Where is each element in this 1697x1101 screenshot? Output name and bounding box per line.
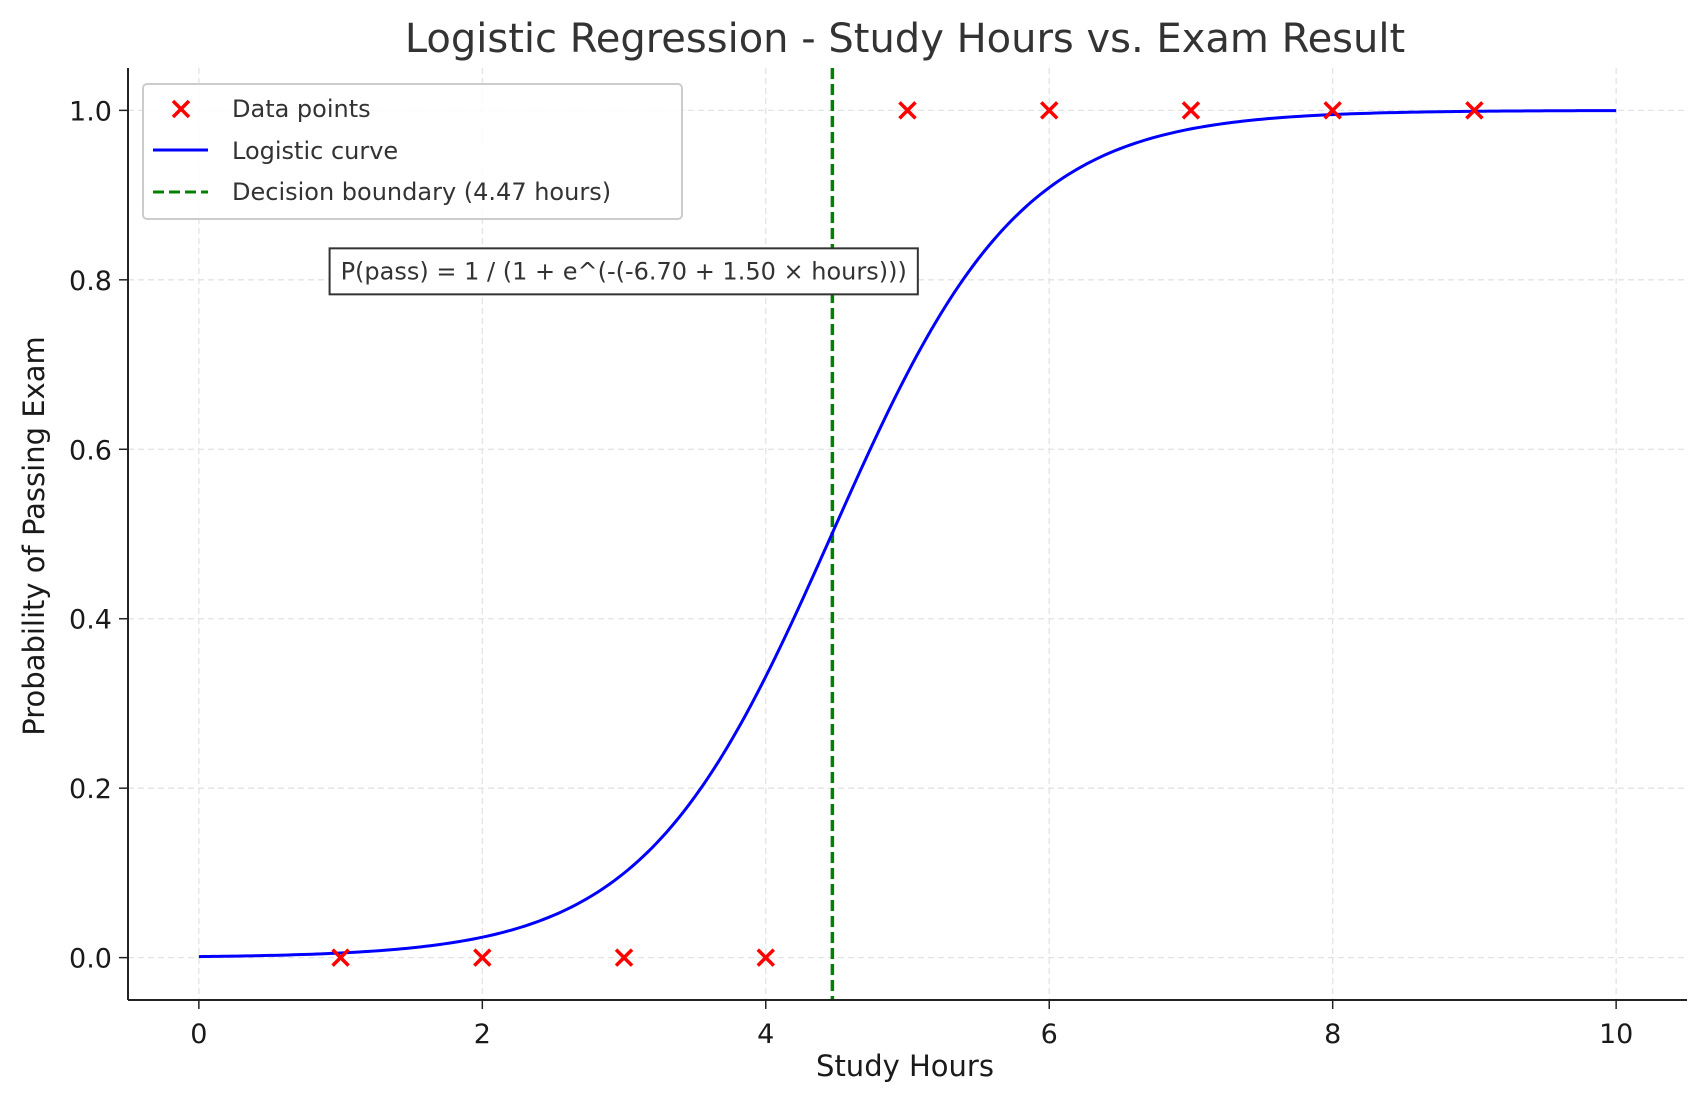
x-tick-label: 8 (1324, 1019, 1341, 1050)
x-tick-label: 2 (474, 1019, 491, 1050)
equation-text: P(pass) = 1 / (1 + e^(-(-6.70 + 1.50 × h… (341, 257, 907, 285)
legend-label-logistic-curve: Logistic curve (232, 137, 398, 165)
equation-box (328, 247, 919, 296)
data-point-stroke (1039, 101, 1059, 120)
plot-area (198, 68, 1617, 1000)
axis-spines (127, 68, 1687, 1001)
x-tick-label: 0 (190, 1019, 207, 1050)
data-point-stroke (898, 101, 917, 120)
data-point-stroke (1323, 101, 1342, 120)
x-tick-label: 6 (1041, 1019, 1058, 1050)
data-point-stroke (1465, 101, 1484, 120)
data-point (1039, 101, 1059, 120)
data-point (473, 948, 492, 967)
y-tick-label: 1.0 (69, 96, 112, 127)
legend-item-decision-boundary: Decision boundary (4.47 hours) (153, 178, 611, 206)
y-axis-label: Probability of Passing Exam (17, 336, 51, 735)
data-point (756, 948, 776, 967)
y-tick-label: 0.6 (69, 435, 112, 466)
data-point (331, 948, 350, 967)
legend-x-marker (171, 99, 191, 119)
axis-ticks: 0 2 4 6 8 10 0.0 0.2 0.4 0.6 0.8 1.0 (69, 96, 1633, 1050)
legend-item-data-points: Data points (171, 95, 371, 123)
data-point (898, 101, 917, 120)
x-axis-label: Study Hours (816, 1049, 994, 1083)
data-point (1323, 101, 1342, 120)
data-point (1465, 101, 1484, 120)
data-point-stroke (1181, 101, 1201, 120)
data-point (1181, 101, 1201, 120)
y-tick-label: 0.2 (69, 774, 112, 805)
chart-title: Logistic Regression - Study Hours vs. Ex… (405, 16, 1405, 62)
x-tick-label: 10 (1599, 1019, 1633, 1050)
data-point (614, 948, 634, 967)
legend-label-data-points: Data points (232, 95, 371, 123)
y-tick-label: 0.0 (69, 944, 112, 975)
data-point-stroke (331, 948, 350, 967)
data-point-stroke (614, 948, 634, 967)
x-tick-label: 4 (757, 1019, 774, 1050)
data-point-stroke (756, 948, 776, 967)
logistic-curve-line (198, 109, 1617, 959)
legend-frame (142, 83, 683, 220)
data-points (331, 101, 1484, 967)
grid (128, 68, 1687, 1000)
y-tick-label: 0.4 (69, 605, 112, 636)
data-point-stroke (473, 948, 492, 967)
legend-label-decision-boundary: Decision boundary (4.47 hours) (232, 178, 611, 206)
legend: Data points Logistic curve Decision boun… (142, 83, 683, 220)
y-tick-label: 0.8 (69, 266, 112, 297)
equation-annotation: P(pass) = 1 / (1 + e^(-(-6.70 + 1.50 × h… (328, 247, 919, 296)
legend-item-logistic-curve: Logistic curve (153, 137, 398, 165)
